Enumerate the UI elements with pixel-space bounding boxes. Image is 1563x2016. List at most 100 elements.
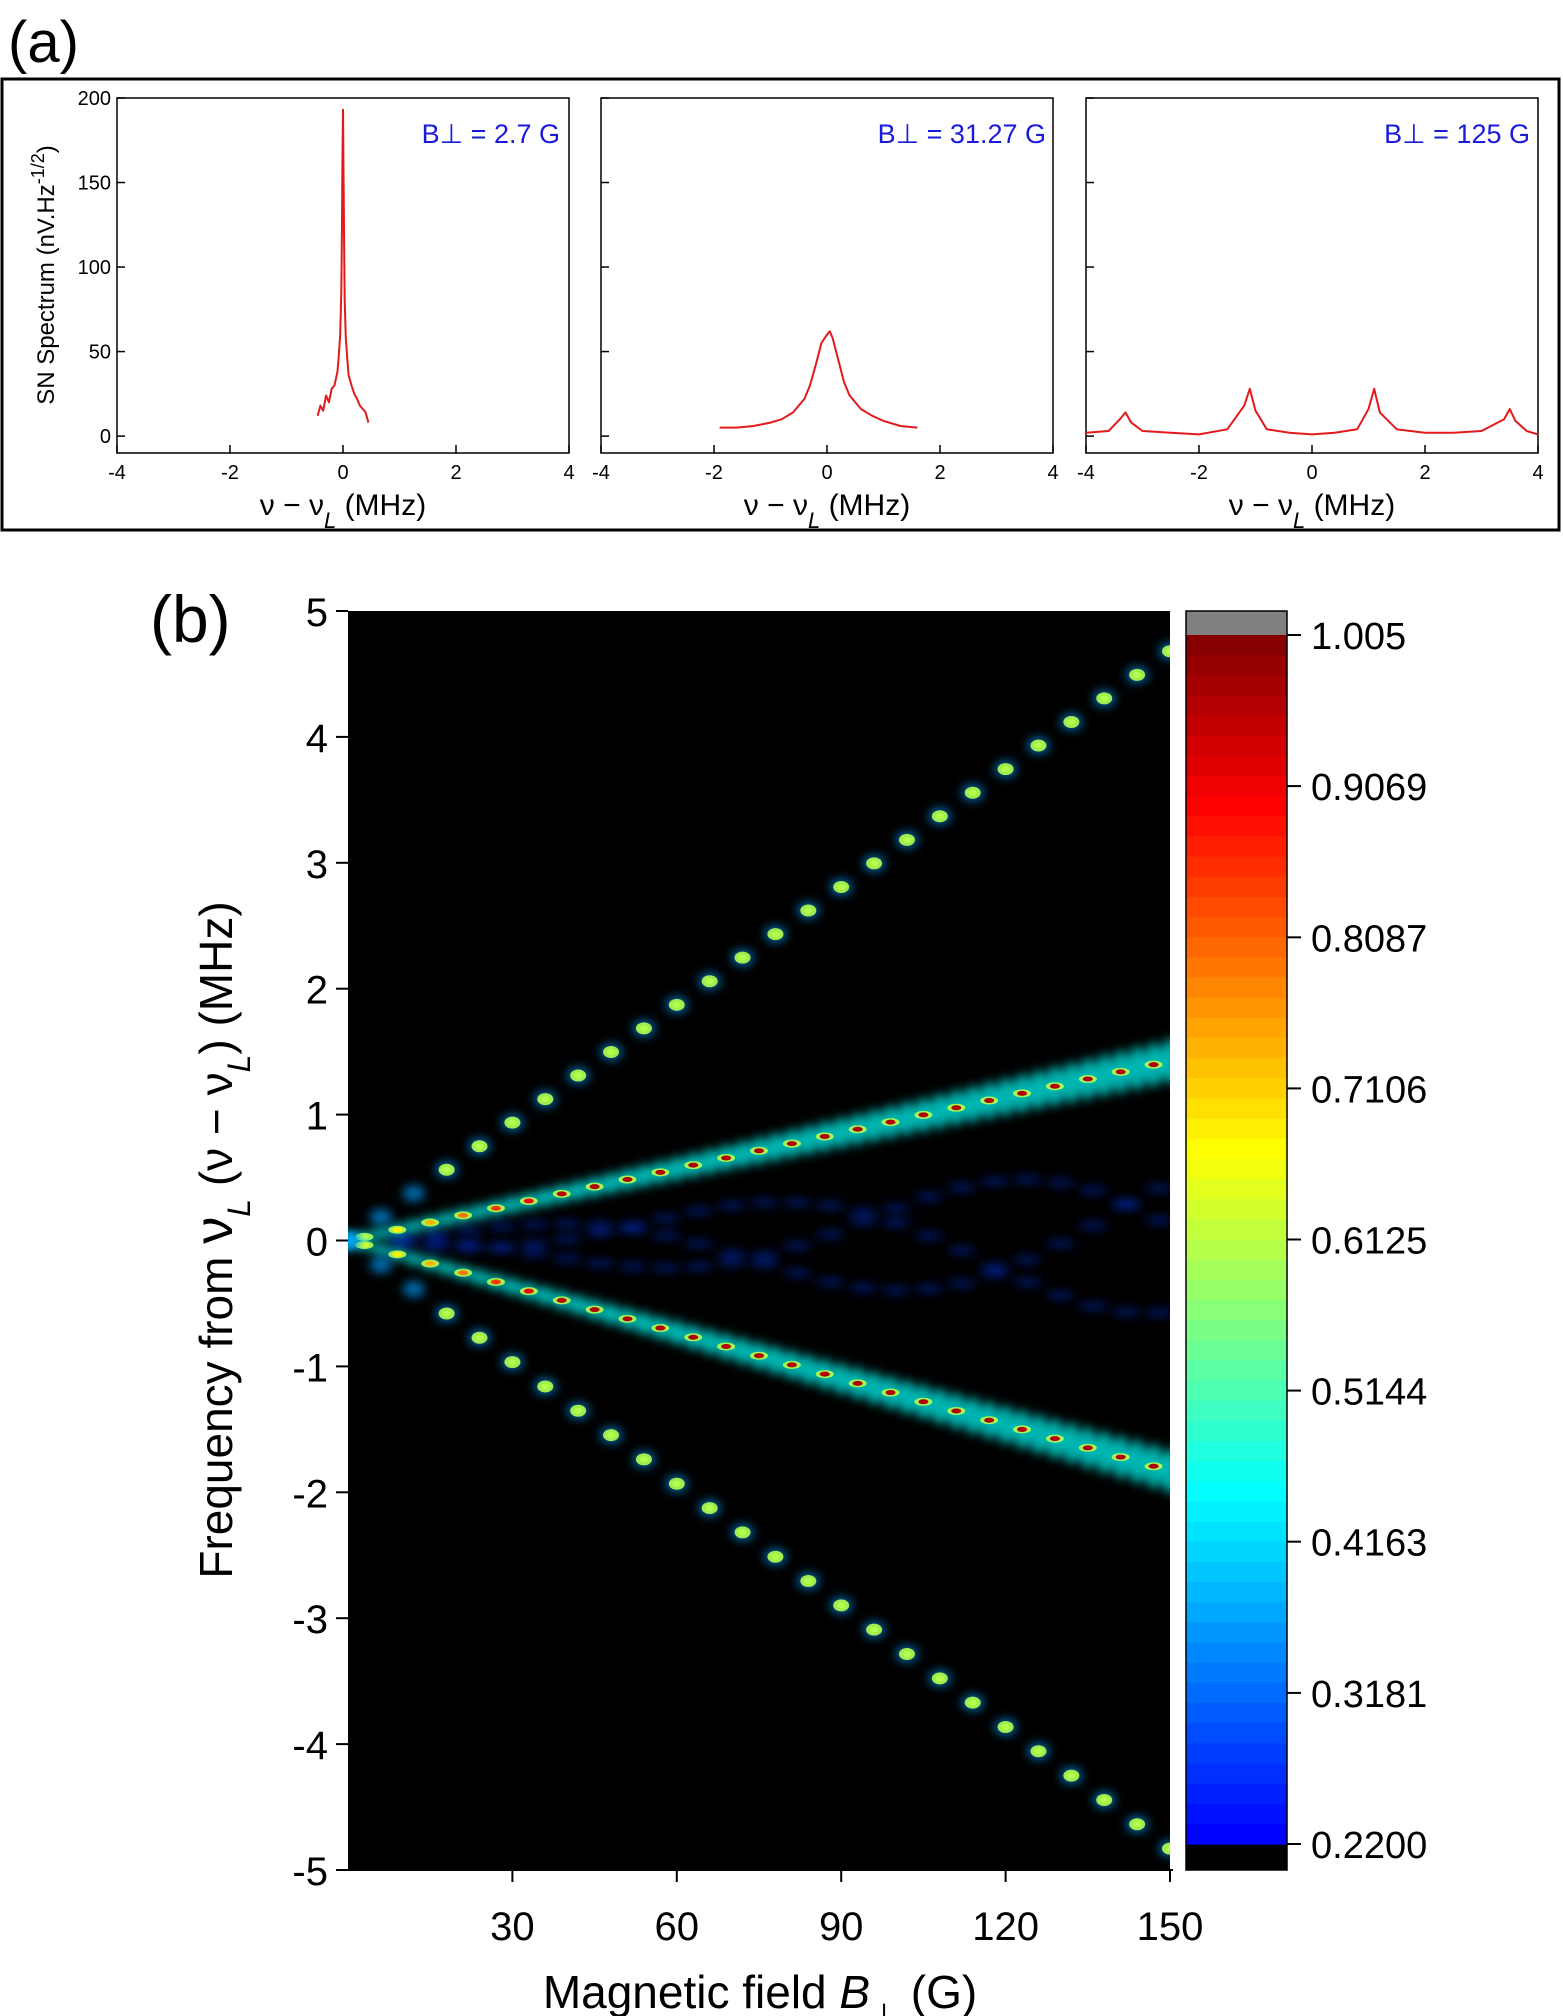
y-tick-label: -5	[292, 1850, 328, 1894]
band-peak	[442, 1310, 451, 1317]
colorbar-cell	[1186, 1763, 1287, 1785]
noise-blob	[1112, 1308, 1141, 1315]
band-halo-cell	[634, 1311, 653, 1335]
x-label-subscript: L	[324, 508, 336, 533]
colorbar-cell	[1186, 1158, 1287, 1180]
noise-blob	[849, 1284, 878, 1291]
noise-blob	[454, 1226, 483, 1233]
branch-inner-upper	[348, 1038, 1170, 1246]
colorbar-cell	[1186, 1320, 1287, 1341]
band-peak	[475, 1143, 484, 1150]
noise-blob	[454, 1240, 483, 1247]
noise-blob	[717, 1259, 746, 1266]
noise-blob	[1046, 1179, 1075, 1186]
y-tick-label: 3	[306, 843, 328, 887]
band-halo-cell	[1128, 1439, 1147, 1484]
band-peak	[1100, 695, 1109, 702]
colorbar-cell	[1186, 816, 1287, 838]
x-label-main: ν − ν	[744, 489, 808, 522]
colorbar-tick-label: 0.7106	[1311, 1069, 1427, 1111]
band-halo-cell	[437, 1260, 456, 1276]
heatmap-panel: -5 -4 -3 -2 -1 0 1 2 3 4 5 30 60 90 120 150 Magnetic fi…	[184, 591, 1203, 2016]
noise-blob	[980, 1263, 1009, 1270]
colorbar-cell	[1186, 1602, 1287, 1623]
x-tick-label: -2	[1190, 462, 1208, 484]
colorbar-cell	[1186, 1441, 1287, 1462]
x-tick-label: 90	[819, 1905, 864, 1949]
colorbar-cell	[1186, 1743, 1287, 1764]
band-peak	[1049, 1083, 1060, 1089]
band-peak	[589, 1184, 600, 1190]
band-peak	[1100, 1796, 1109, 1803]
band-halo-cell	[1095, 1430, 1114, 1475]
colorbar-cell	[1186, 1279, 1287, 1301]
colorbar-cell	[1186, 957, 1287, 979]
noise-blob	[684, 1240, 713, 1247]
band-halo-cell	[996, 1405, 1015, 1445]
band-peak	[771, 1553, 780, 1560]
band-peak	[622, 1177, 633, 1183]
band-peak	[1049, 1436, 1060, 1442]
x-axis-label: ν − νL (MHz)	[744, 489, 910, 533]
band-halo-cell	[766, 1132, 785, 1162]
panel-label-a: (a)	[8, 10, 79, 75]
x-tick-label: 0	[1306, 462, 1317, 484]
band-peak	[885, 1119, 896, 1125]
x-tick-label: 2	[1419, 462, 1430, 484]
diffuse-background	[388, 1176, 1170, 1316]
x-label-unit: (MHz)	[336, 489, 426, 522]
noise-blob	[947, 1280, 976, 1287]
colorbar-cell	[1186, 1541, 1287, 1563]
band-peak	[688, 1162, 699, 1168]
band-halo-cell	[369, 1256, 392, 1273]
band-peak	[655, 1169, 666, 1175]
band-halo-cell	[1161, 1038, 1170, 1085]
noise-blob	[421, 1244, 450, 1251]
colorbar-cell	[1186, 856, 1287, 878]
noise-blob	[618, 1263, 647, 1270]
noise-blob	[914, 1193, 943, 1200]
y-tick-label: 50	[89, 342, 111, 364]
noise-blob	[586, 1222, 615, 1229]
heatmap-background	[348, 611, 1170, 1870]
colorbar-cell	[1186, 1823, 1287, 1845]
noise-blob	[651, 1232, 680, 1239]
noise-blob	[783, 1199, 812, 1206]
x-label-subscript: ⊥	[870, 1997, 898, 2016]
noise-blob	[914, 1285, 943, 1292]
colorbar-cell	[1186, 917, 1287, 938]
y-label-subscript: L	[221, 1199, 257, 1217]
colorbar-cell	[1186, 776, 1287, 797]
noise-blob	[421, 1237, 450, 1244]
spectrum-line	[316, 108, 370, 423]
noise-blob	[783, 1242, 812, 1249]
band-peak	[655, 1325, 666, 1331]
band-peak	[672, 1001, 681, 1008]
x-label-unit: (G)	[898, 1966, 977, 2016]
band-peak	[1148, 1062, 1159, 1068]
noise-blob	[1013, 1279, 1042, 1286]
subplot-1: -4 -2 0 2 4 0 50 100 150 200 B⊥ = 2.7 G ν − νL (M…	[28, 88, 575, 533]
band-peak	[1133, 671, 1142, 678]
noise-blob	[980, 1270, 1009, 1277]
band-halo-cell	[404, 1252, 423, 1266]
y-axis-label: SN Spectrum (nV.Hz-1/2)	[28, 145, 60, 405]
band-halo-cell	[404, 1219, 423, 1233]
band-halo-cell	[733, 1337, 752, 1365]
noise-blob	[684, 1263, 713, 1270]
band-peak	[1148, 1463, 1159, 1469]
band-peak	[359, 1234, 370, 1240]
plot-area	[1085, 97, 1539, 454]
y-label-mid: (ν − ν	[190, 1072, 242, 1199]
heatmap-right-edge	[1170, 611, 1173, 1870]
band-peak	[738, 954, 747, 961]
colorbar-tick-label: 0.4163	[1311, 1523, 1427, 1565]
x-tick-label: 4	[1532, 462, 1543, 484]
noise-blob	[1046, 1292, 1075, 1299]
band-peak	[1166, 648, 1170, 655]
colorbar-cell	[1186, 675, 1287, 697]
noise-blob	[914, 1232, 943, 1239]
y-tick-label: 200	[78, 88, 111, 110]
field-annotation: B⊥ = 125 G	[1384, 119, 1530, 149]
colorbar-tick-label: 1.005	[1311, 616, 1406, 658]
